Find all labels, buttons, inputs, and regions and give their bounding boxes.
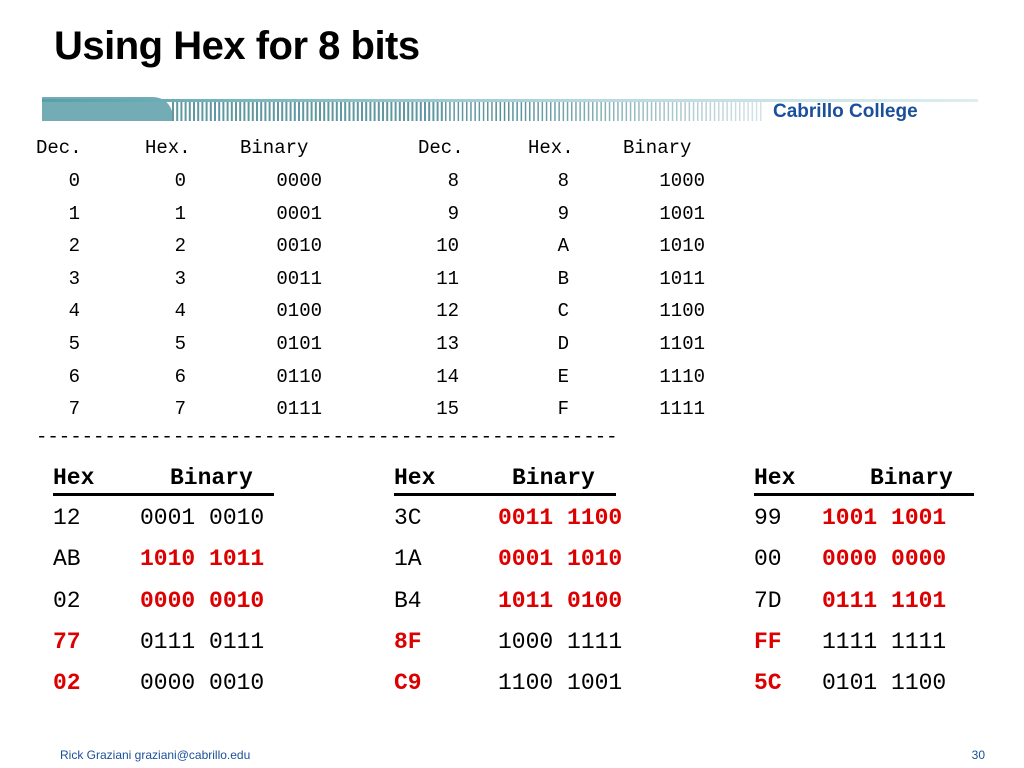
table-cell: 1010 bbox=[659, 235, 705, 258]
example-binary-value: 0111 0111 bbox=[140, 628, 265, 655]
table-cell: 9 bbox=[557, 202, 569, 225]
table-separator: ----------------------------------------… bbox=[36, 426, 618, 448]
example-binary-value: 0000 0010 bbox=[140, 670, 265, 697]
example-binary-value: 0000 0000 bbox=[822, 546, 947, 573]
hex-column-header: Hex bbox=[53, 465, 95, 491]
example-hex-value: 12 bbox=[53, 505, 81, 531]
binary-column-header: Binary bbox=[170, 465, 253, 491]
table-cell: B bbox=[557, 267, 569, 290]
example-binary-value: 1001 1001 bbox=[822, 505, 947, 531]
examples-header-underline bbox=[394, 465, 616, 496]
example-binary-value: 0001 0010 bbox=[140, 505, 265, 531]
table-cell: E bbox=[557, 365, 569, 388]
table-cell: 7 bbox=[174, 398, 186, 421]
table-cell: 6 bbox=[68, 365, 80, 388]
example-hex-value: 02 bbox=[53, 670, 81, 697]
table-cell: 4 bbox=[68, 300, 80, 323]
table-cell: 0 bbox=[68, 170, 80, 192]
table-cell: 7 bbox=[68, 398, 80, 421]
table-cell: 1110 bbox=[659, 365, 705, 388]
table-cell: D bbox=[557, 333, 569, 355]
table-cell: 6 bbox=[174, 365, 186, 388]
slide-title: Using Hex for 8 bits bbox=[54, 24, 420, 68]
table-cell: 14 bbox=[436, 365, 459, 388]
table-cell: 0111 bbox=[276, 398, 322, 421]
table-cell: 8 bbox=[447, 170, 459, 192]
table-cell: 0001 bbox=[276, 202, 322, 225]
table-cell: 9 bbox=[447, 202, 459, 225]
example-hex-value: 5C bbox=[754, 670, 782, 697]
footer-author: Rick Graziani graziani@cabrillo.edu bbox=[60, 748, 251, 762]
table-cell: 0110 bbox=[276, 365, 322, 388]
table-cell: 2 bbox=[68, 235, 80, 258]
example-binary-value: 1000 1111 bbox=[498, 628, 623, 655]
table-header: Hex. bbox=[145, 137, 191, 159]
example-hex-value: 8F bbox=[394, 628, 422, 655]
table-cell: 0000 bbox=[276, 170, 322, 192]
example-binary-value: 1011 0100 bbox=[498, 587, 623, 614]
table-cell: 1000 bbox=[659, 170, 705, 192]
table-cell: 15 bbox=[436, 398, 459, 421]
example-hex-value: 1A bbox=[394, 546, 422, 573]
table-cell: 11 bbox=[436, 267, 459, 290]
binary-column-header: Binary bbox=[512, 465, 595, 491]
table-cell: 1100 bbox=[659, 300, 705, 323]
table-header: Hex. bbox=[528, 137, 574, 159]
table-cell: 4 bbox=[174, 300, 186, 323]
table-cell: 13 bbox=[436, 333, 459, 355]
table-cell: 1001 bbox=[659, 202, 705, 225]
example-binary-value: 0111 1101 bbox=[822, 587, 947, 614]
example-hex-value: 7D bbox=[754, 587, 782, 614]
example-binary-value: 1100 1001 bbox=[498, 670, 623, 697]
example-binary-value: 1010 1011 bbox=[140, 546, 265, 573]
table-cell: 1 bbox=[174, 202, 186, 225]
table-cell: 0101 bbox=[276, 333, 322, 355]
example-hex-value: 02 bbox=[53, 587, 81, 614]
example-binary-value: 0101 1100 bbox=[822, 670, 947, 697]
example-hex-value: 77 bbox=[53, 628, 81, 655]
table-cell: 3 bbox=[68, 267, 80, 290]
table-cell: 8 bbox=[557, 170, 569, 192]
example-hex-value: C9 bbox=[394, 670, 422, 697]
example-binary-value: 0011 1100 bbox=[498, 505, 623, 531]
example-hex-value: FF bbox=[754, 628, 782, 655]
table-cell: 0100 bbox=[276, 300, 322, 323]
page-number: 30 bbox=[971, 748, 985, 762]
example-binary-value: 0000 0010 bbox=[140, 587, 265, 614]
table-cell: 3 bbox=[174, 267, 186, 290]
table-cell: 1111 bbox=[659, 398, 705, 421]
hex-column-header: Hex bbox=[754, 465, 796, 491]
table-header: Dec. bbox=[418, 137, 464, 159]
table-header: Binary bbox=[623, 137, 692, 159]
examples-header-underline bbox=[754, 465, 974, 496]
table-header: Binary bbox=[240, 137, 309, 159]
table-cell: F bbox=[557, 398, 569, 421]
example-binary-value: 0001 1010 bbox=[498, 546, 623, 573]
table-cell: 1011 bbox=[659, 267, 705, 290]
college-logo-text: Cabrillo College bbox=[773, 101, 918, 122]
table-cell: A bbox=[557, 235, 569, 258]
table-cell: 1 bbox=[68, 202, 80, 225]
table-cell: C bbox=[557, 300, 569, 323]
table-cell: 5 bbox=[174, 333, 186, 355]
example-hex-value: B4 bbox=[394, 587, 422, 614]
table-cell: 0 bbox=[174, 170, 186, 192]
example-binary-value: 1111 1111 bbox=[822, 628, 947, 655]
table-header: Dec. bbox=[36, 137, 82, 159]
table-cell: 0011 bbox=[276, 267, 322, 290]
table-cell: 2 bbox=[174, 235, 186, 258]
binary-column-header: Binary bbox=[870, 465, 953, 491]
table-cell: 10 bbox=[436, 235, 459, 258]
example-hex-value: 3C bbox=[394, 505, 422, 531]
example-hex-value: 00 bbox=[754, 546, 782, 573]
header-banner bbox=[42, 97, 978, 121]
examples-header-underline bbox=[53, 465, 274, 496]
table-cell: 0010 bbox=[276, 235, 322, 258]
hex-column-header: Hex bbox=[394, 465, 436, 491]
example-hex-value: AB bbox=[53, 546, 81, 573]
table-cell: 12 bbox=[436, 300, 459, 323]
table-cell: 5 bbox=[68, 333, 80, 355]
table-cell: 1101 bbox=[659, 333, 705, 355]
example-hex-value: 99 bbox=[754, 505, 782, 531]
